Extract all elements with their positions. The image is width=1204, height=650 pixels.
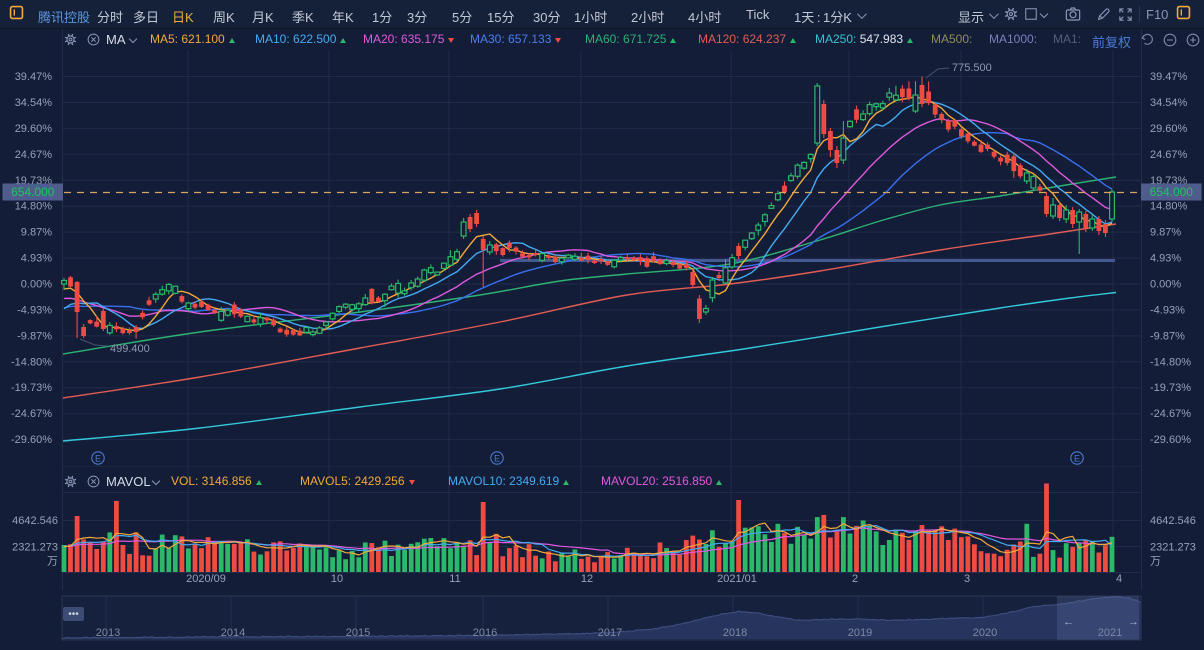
svg-text:-9.87%: -9.87% [1150, 330, 1185, 342]
svg-text:24.67%: 24.67% [1150, 149, 1188, 161]
svg-text:39.47%: 39.47% [15, 71, 53, 83]
svg-text:2019: 2019 [848, 627, 872, 639]
svg-text:2021/01: 2021/01 [717, 573, 757, 585]
svg-text:4: 4 [1116, 573, 1122, 585]
svg-text:39.47%: 39.47% [1150, 71, 1188, 83]
svg-text:2015: 2015 [346, 627, 370, 639]
svg-text:-4.93%: -4.93% [17, 304, 52, 316]
svg-text:-19.73%: -19.73% [11, 382, 52, 394]
svg-text:14.80%: 14.80% [1150, 201, 1188, 213]
svg-text:2013: 2013 [96, 627, 120, 639]
svg-text:9.87%: 9.87% [1150, 227, 1181, 239]
svg-text:2018: 2018 [723, 627, 747, 639]
svg-text:E: E [1074, 454, 1080, 464]
svg-text:12: 12 [581, 573, 593, 585]
svg-text:10: 10 [331, 573, 343, 585]
svg-text:499.400: 499.400 [110, 343, 150, 355]
svg-text:0.00%: 0.00% [21, 279, 52, 291]
svg-text:←: ← [1063, 616, 1074, 628]
svg-text:4642.546: 4642.546 [12, 515, 58, 527]
svg-text:-19.73%: -19.73% [1150, 382, 1191, 394]
svg-text:-14.80%: -14.80% [11, 356, 52, 368]
svg-text:34.54%: 34.54% [1150, 97, 1188, 109]
svg-text:9.87%: 9.87% [21, 227, 52, 239]
svg-text:4.93%: 4.93% [1150, 253, 1181, 265]
svg-text:2017: 2017 [598, 627, 622, 639]
svg-text:2020: 2020 [973, 627, 997, 639]
svg-text:-4.93%: -4.93% [1150, 304, 1185, 316]
svg-text:3: 3 [964, 573, 970, 585]
svg-text:11: 11 [449, 573, 460, 585]
svg-text:-24.67%: -24.67% [1150, 408, 1191, 420]
svg-text:2016: 2016 [473, 627, 497, 639]
svg-text:2321.273: 2321.273 [12, 542, 58, 554]
svg-text:775.500: 775.500 [952, 62, 992, 74]
svg-text:654.000: 654.000 [1150, 185, 1194, 199]
svg-text:万: 万 [47, 556, 58, 568]
svg-text:-24.67%: -24.67% [11, 408, 52, 420]
svg-text:2: 2 [852, 573, 858, 585]
svg-text:2020/09: 2020/09 [186, 573, 226, 585]
svg-text:E: E [494, 454, 500, 464]
svg-text:654.000: 654.000 [11, 185, 55, 199]
svg-text:E: E [95, 454, 101, 464]
svg-text:•••: ••• [68, 609, 79, 620]
svg-text:-14.80%: -14.80% [1150, 356, 1191, 368]
svg-text:29.60%: 29.60% [15, 123, 53, 135]
svg-text:-29.60%: -29.60% [1150, 434, 1191, 446]
svg-text:14.80%: 14.80% [15, 201, 53, 213]
svg-text:2021: 2021 [1098, 627, 1122, 639]
svg-text:34.54%: 34.54% [15, 97, 53, 109]
svg-text:29.60%: 29.60% [1150, 123, 1188, 135]
svg-text:2321.273: 2321.273 [1150, 542, 1196, 554]
svg-text:2014: 2014 [221, 627, 245, 639]
svg-text:4.93%: 4.93% [21, 253, 52, 265]
svg-text:万: 万 [1150, 556, 1161, 568]
svg-text:-29.60%: -29.60% [11, 434, 52, 446]
svg-text:-9.87%: -9.87% [17, 330, 52, 342]
svg-text:24.67%: 24.67% [15, 149, 53, 161]
svg-text:0.00%: 0.00% [1150, 279, 1181, 291]
svg-text:4642.546: 4642.546 [1150, 515, 1196, 527]
svg-text:→: → [1128, 616, 1139, 628]
